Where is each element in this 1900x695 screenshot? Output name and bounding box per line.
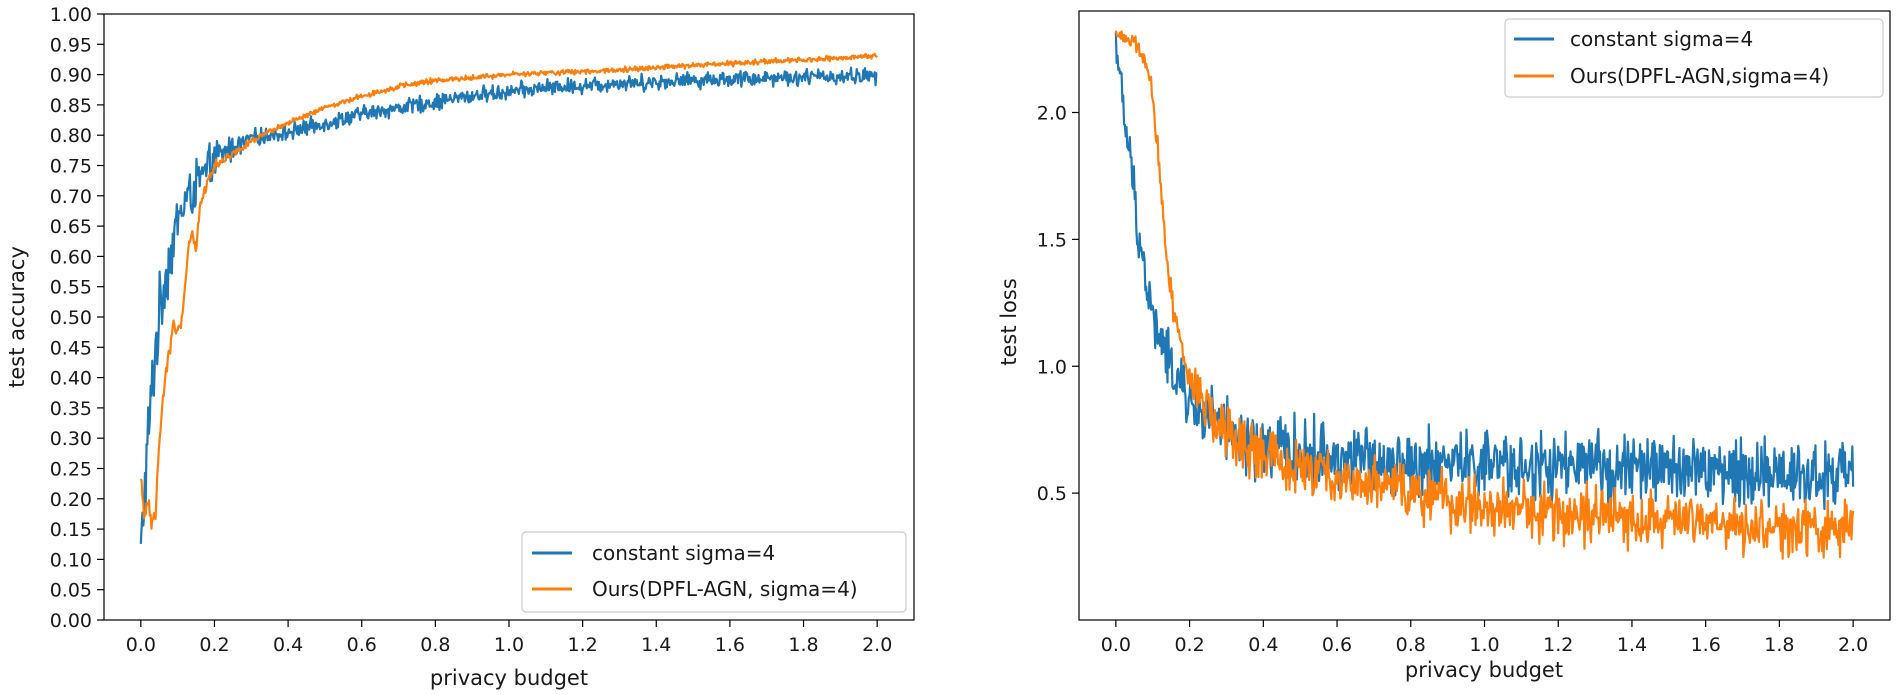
ticks-layer: 0.0 0.2 0.4 0.6 0.8 1.0 1.2 1.4 1.6 1.8 2.0 0.5 1.0 1… xyxy=(1037,103,1868,657)
y-tick-label: 0.65 xyxy=(50,216,92,238)
x-axis-label: privacy budget xyxy=(430,666,588,690)
y-tick-label: 0.50 xyxy=(50,307,92,329)
x-tick-label: 1.4 xyxy=(1617,634,1647,656)
y-tick-label: 0.15 xyxy=(50,519,92,541)
legend-label-constant: constant sigma=4 xyxy=(1570,27,1753,51)
x-tick-label: 2.0 xyxy=(862,634,892,656)
y-tick-label: 1.0 xyxy=(1037,356,1067,378)
legend-label-ours: Ours(DPFL-AGN,sigma=4) xyxy=(1570,64,1829,88)
y-tick-label: 0.90 xyxy=(50,65,92,87)
series-layer xyxy=(139,52,878,544)
series-layer xyxy=(1114,30,1855,560)
x-tick-label: 2.0 xyxy=(1838,634,1868,656)
x-tick-label: 0.0 xyxy=(126,634,156,656)
y-tick-label: 0.60 xyxy=(50,246,92,268)
y-tick-label: 0.70 xyxy=(50,186,92,208)
y-tick-label: 0.00 xyxy=(50,610,92,632)
accuracy-chart: 0.0 0.2 0.4 0.6 0.8 1.0 1.2 1.4 1.6 1.8 2.0 0.00 0.0… xyxy=(5,4,915,690)
y-tick-label: 0.85 xyxy=(50,95,92,117)
legend-box xyxy=(521,531,907,613)
y-tick-label: 0.40 xyxy=(50,368,92,390)
x-tick-label: 1.6 xyxy=(1691,634,1721,656)
y-tick-label: 0.80 xyxy=(50,125,92,147)
x-tick-label: 1.2 xyxy=(568,634,598,656)
x-tick-label: 0.4 xyxy=(1248,634,1278,656)
y-tick-label: 0.5 xyxy=(1037,483,1067,505)
legend: constant sigma=4 Ours(DPFL-AGN, sigma=4) xyxy=(521,531,907,613)
y-tick-label: 0.20 xyxy=(50,489,92,511)
y-tick-label: 0.05 xyxy=(50,580,92,602)
y-axis-label: test accuracy xyxy=(5,246,29,388)
legend: constant sigma=4 Ours(DPFL-AGN,sigma=4) xyxy=(1504,18,1884,98)
x-tick-label: 0.6 xyxy=(347,634,377,656)
plot-frame xyxy=(103,13,915,621)
x-tick-label: 0.8 xyxy=(420,634,450,656)
y-tick-label: 1.5 xyxy=(1037,229,1067,251)
y-tick-label: 1.00 xyxy=(50,4,92,26)
y-tick-label: 0.55 xyxy=(50,277,92,299)
y-axis-label: test loss xyxy=(997,278,1021,366)
y-tick-label: 0.45 xyxy=(50,337,92,359)
ticks-layer: 0.0 0.2 0.4 0.6 0.8 1.0 1.2 1.4 1.6 1.8 2.0 0.00 0.0… xyxy=(50,4,893,656)
x-tick-label: 1.8 xyxy=(788,634,818,656)
x-tick-label: 1.2 xyxy=(1543,634,1573,656)
x-tick-label: 0.4 xyxy=(273,634,303,656)
legend-label-ours: Ours(DPFL-AGN, sigma=4) xyxy=(592,577,858,601)
legend-label-constant: constant sigma=4 xyxy=(592,541,775,565)
x-tick-label: 0.6 xyxy=(1322,634,1352,656)
x-tick-label: 0.2 xyxy=(199,634,229,656)
series-line-1 xyxy=(139,52,878,530)
x-tick-label: 0.8 xyxy=(1396,634,1426,656)
y-tick-label: 0.95 xyxy=(50,34,92,56)
x-tick-label: 1.6 xyxy=(715,634,745,656)
y-tick-label: 0.10 xyxy=(50,549,92,571)
x-tick-label: 0.0 xyxy=(1101,634,1131,656)
x-tick-label: 1.4 xyxy=(641,634,671,656)
y-tick-label: 0.75 xyxy=(50,156,92,178)
series-line-1 xyxy=(1114,30,1855,560)
legend-box xyxy=(1504,18,1884,98)
x-tick-label: 1.0 xyxy=(1469,634,1499,656)
y-tick-label: 0.30 xyxy=(50,428,92,450)
x-tick-label: 1.0 xyxy=(494,634,524,656)
loss-chart: 0.0 0.2 0.4 0.6 0.8 1.0 1.2 1.4 1.6 1.8 2.0 0.5 1.0 1… xyxy=(997,10,1891,682)
y-tick-label: 2.0 xyxy=(1037,103,1067,125)
y-tick-label: 0.35 xyxy=(50,398,92,420)
x-tick-label: 1.8 xyxy=(1764,634,1794,656)
series-line-0 xyxy=(139,66,878,544)
x-tick-label: 0.2 xyxy=(1174,634,1204,656)
x-axis-label: privacy budget xyxy=(1405,658,1563,682)
y-tick-label: 0.25 xyxy=(50,459,92,481)
